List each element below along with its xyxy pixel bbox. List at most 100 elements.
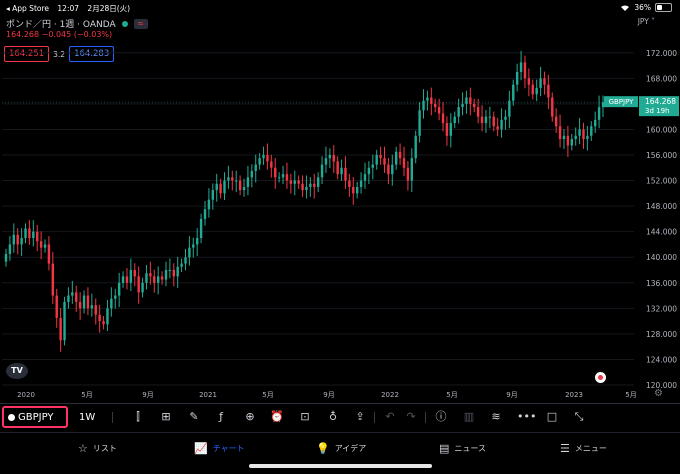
x-tick-label: 2022 (381, 391, 399, 399)
candle-body (578, 129, 581, 136)
tab-list[interactable]: ☆ リスト (78, 442, 117, 455)
candle-body (137, 276, 140, 293)
candle-body (8, 244, 12, 255)
candle-body (160, 276, 164, 280)
candle-body (367, 167, 371, 175)
buy-price-button[interactable]: 164.283 (69, 46, 115, 62)
candle-body (199, 218, 203, 239)
candle-body (434, 103, 437, 108)
candle-body (383, 158, 386, 165)
tab-ideas[interactable]: 💡 アイデア (316, 442, 366, 455)
candle-body (394, 151, 398, 165)
candle-body (203, 209, 207, 219)
candle-body (129, 270, 133, 283)
candle-body (601, 102, 605, 108)
candle-body (352, 186, 355, 194)
status-bar: ◂ App Store 12:07 2月28日(火) 36% (0, 0, 680, 14)
candle-body (344, 167, 347, 181)
redo-icon[interactable]: ↷ (406, 410, 416, 423)
candle-body (406, 167, 410, 181)
undo-icon[interactable]: ↶ (385, 410, 395, 423)
candle-body (558, 126, 562, 140)
wave-icon[interactable]: ≈ (133, 18, 148, 29)
candle-body (586, 135, 589, 140)
candle-type-icon[interactable]: ⫿ (136, 410, 140, 423)
candle-body (98, 314, 101, 322)
candle-body (180, 263, 183, 267)
candle-body (391, 164, 394, 175)
candle-body (320, 164, 324, 178)
candle-body (141, 282, 144, 293)
share-icon[interactable]: ⇪ (355, 410, 365, 423)
candle-body (75, 292, 78, 302)
candle-body (484, 116, 488, 124)
candle-body (250, 170, 254, 178)
info-icon[interactable]: ⓘ (435, 410, 447, 423)
candle-body (258, 158, 261, 165)
candle-body (153, 276, 156, 283)
y-tick-label: 172.000 (646, 49, 677, 58)
expand-icon[interactable]: ⤡ (574, 410, 584, 423)
symbol-description[interactable]: ポンド／円 · 1週 · OANDA (6, 20, 116, 30)
idea-icon[interactable]: ♁ (328, 410, 338, 423)
symbol-search-button[interactable]: GBPJPY (2, 406, 68, 428)
candle-body (445, 123, 449, 136)
tab-news[interactable]: ▤ ニュース (439, 442, 486, 455)
sell-price-button[interactable]: 164.251 (4, 46, 50, 62)
x-tick-label: 5月 (81, 391, 92, 399)
alert-icon[interactable]: ⏰ (270, 410, 284, 423)
back-to-app-link[interactable]: ◂ App Store (6, 4, 50, 13)
trade-buttons: 164.251 3.2 164.283 (4, 46, 115, 62)
layout-icon[interactable]: ⊡ (300, 410, 310, 423)
bar-chart-icon[interactable]: ▥ (463, 410, 475, 423)
candle-body (71, 292, 74, 296)
currency-selector[interactable]: JPY ˅ (637, 17, 655, 26)
y-tick-label: 132.000 (646, 304, 677, 313)
candle-body (297, 180, 300, 184)
fullscreen-square-icon[interactable]: □ (546, 410, 558, 423)
candle-body (457, 107, 460, 117)
candle-body (55, 295, 58, 318)
candle-body (554, 116, 558, 127)
candle-body (410, 158, 414, 181)
candle-body (597, 107, 601, 120)
candle-body (551, 97, 554, 117)
candle-body (422, 100, 425, 111)
candle-body (305, 186, 308, 191)
tab-menu[interactable]: ☰ メニュー (560, 442, 607, 455)
tradingview-logo: TV (6, 363, 28, 379)
candle-body (125, 276, 129, 283)
candle-body (223, 180, 226, 194)
x-tick-label: 2023 (565, 391, 583, 399)
candle-body (316, 177, 320, 187)
fx-icon[interactable]: ƒ (219, 410, 223, 423)
candle-body (371, 164, 374, 168)
more-icon[interactable]: ••• (517, 410, 537, 423)
y-tick-label: 124.000 (646, 355, 677, 364)
tab-chart[interactable]: 📈 チャート (194, 442, 245, 455)
candle-body (590, 126, 593, 136)
candle-body (211, 190, 215, 200)
candle-body (426, 97, 429, 101)
draw-icon[interactable]: ✎ (189, 410, 199, 423)
y-tick-label: 168.000 (646, 74, 677, 83)
candle-body (531, 84, 534, 95)
add-icon[interactable]: ⊕ (245, 410, 255, 423)
scroll-to-realtime-button[interactable] (595, 372, 606, 383)
home-indicator[interactable] (249, 464, 432, 468)
symbol-flag-icon (8, 413, 15, 421)
candle-body (387, 164, 390, 175)
candle-body (145, 273, 148, 283)
candle-body (262, 155, 265, 159)
gear-icon[interactable]: ⚙ (654, 388, 663, 399)
compare-icon[interactable]: ≋ (491, 410, 501, 423)
candle-body (359, 180, 363, 187)
indicator-icon[interactable]: ⊞ (161, 410, 171, 423)
battery-icon (655, 3, 672, 12)
price-chart[interactable]: 172.000168.000164.000160.000156.000152.0… (0, 0, 680, 403)
symbol-header[interactable]: ポンド／円 · 1週 · OANDA ≈ (6, 17, 148, 30)
candle-body (188, 247, 191, 258)
interval-button[interactable]: 1W (79, 412, 96, 423)
y-tick-label: 148.000 (646, 202, 677, 211)
candle-body (24, 228, 27, 239)
